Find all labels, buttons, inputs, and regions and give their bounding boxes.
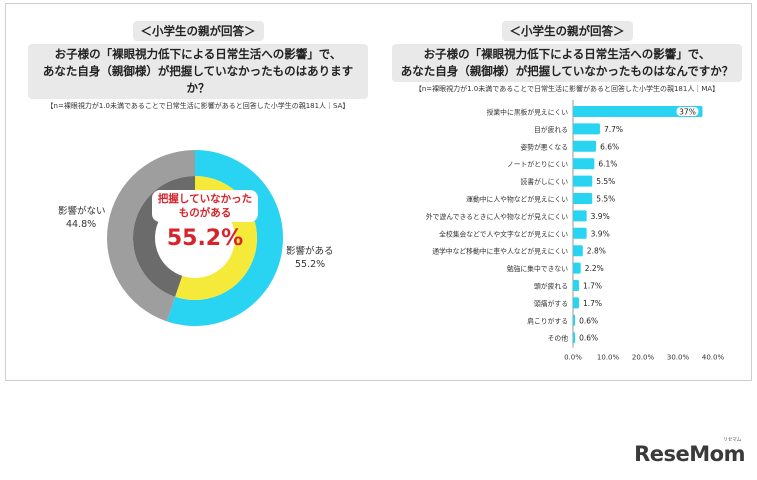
left-question-line1: お子様の「裸眼視力低下による日常生活への影響」で、 <box>54 47 342 61</box>
callout-text-line1: 把握していなかった <box>157 193 253 205</box>
left-panel-header: ＜小学生の親が回答＞ お子様の「裸眼視力低下による日常生活への影響」で、 あなた… <box>28 20 368 111</box>
logo-text: ReseMom <box>634 442 745 466</box>
right-sample-note: 【n=裸眼視力が1.0未満であることで日常生活に影響があると回答した小学生の親1… <box>414 85 720 93</box>
left-sample-note: 【n=裸眼視力が1.0未満であることで日常生活に影響があると回答した小学生の親1… <box>46 102 350 110</box>
resemom-logo: ReseMom リセマム <box>634 437 745 466</box>
left-question-line2: あなた自身（親御様）が把握していなかったものはありますか？ <box>42 64 354 95</box>
right-respondent-badge: ＜小学生の親が回答＞ <box>501 21 633 41</box>
callout-text-line2: ものがある <box>178 207 232 219</box>
donut-callout: 把握していなかった ものがある 55.2% <box>140 190 270 251</box>
right-panel-header: ＜小学生の親が回答＞ お子様の「裸眼視力低下による日常生活への影響」で、 あなた… <box>392 20 742 94</box>
left-question: お子様の「裸眼視力低下による日常生活への影響」で、 あなた自身（親御様）が把握し… <box>28 44 368 99</box>
right-question-line2: あなた自身（親御様）が把握していなかったものはなんですか？ <box>400 64 734 78</box>
right-question: お子様の「裸眼視力低下による日常生活への影響」で、 あなた自身（親御様）が把握し… <box>392 44 742 82</box>
left-respondent-badge: ＜小学生の親が回答＞ <box>132 21 264 41</box>
callout-value: 55.2% <box>166 226 244 251</box>
right-question-line1: お子様の「裸眼視力低下による日常生活への影響」で、 <box>423 47 711 61</box>
callout-text: 把握していなかった ものがある <box>151 190 259 222</box>
logo-ruby: リセマム <box>722 437 742 443</box>
